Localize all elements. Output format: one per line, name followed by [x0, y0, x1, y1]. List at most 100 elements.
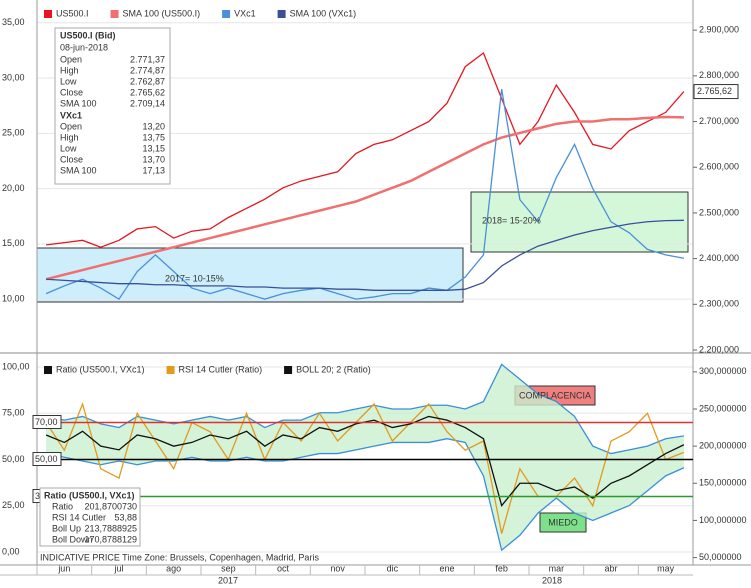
x-tick-label: feb [495, 563, 508, 573]
info-label: RSI 14 Cutler [52, 512, 106, 522]
info-label: Low [60, 143, 77, 153]
series-line [45, 88, 685, 301]
info-value: 2.709,14 [130, 98, 165, 108]
legend-icon [44, 366, 52, 374]
info-label: Open [60, 121, 82, 131]
legend-entry: SMA 100 (US500.I) [123, 8, 201, 18]
y-tick-label: 75,00 [2, 408, 25, 418]
legend-entry: RSI 14 Cutler (Ratio) [179, 364, 263, 374]
series-line [45, 438, 685, 552]
info-label: Close [60, 87, 83, 97]
x-tick-label: nov [330, 563, 345, 573]
info-value: 170,8788129 [84, 534, 137, 544]
annotation: 2017= 10-15% [165, 273, 224, 283]
y2-tick-label: 200,000000 [699, 441, 747, 451]
series-line [45, 363, 684, 455]
reference-label-box [32, 452, 62, 467]
info-value: 2.765,62 [130, 87, 165, 97]
info-label: Boll Down [52, 534, 93, 544]
x-tick-label: sep [221, 563, 236, 573]
y2-tick-label: 2.200,000 [699, 344, 739, 354]
legend-icon [110, 10, 119, 18]
series-line [46, 51, 685, 248]
info-value: 53,88 [114, 512, 137, 522]
info-value: 13,70 [142, 154, 165, 164]
series-line [45, 401, 685, 534]
info-title: Ratio (US500.I, VXc1) [44, 490, 135, 500]
x-tick-label: ago [166, 563, 181, 573]
legend-entry: US500.I [56, 8, 89, 18]
y-tick-label: 50,00 [2, 454, 25, 464]
x-tick-label: mar [549, 563, 565, 573]
annotation: MIEDO [548, 517, 578, 527]
info-label: Low [60, 76, 77, 86]
series-line [46, 219, 684, 291]
info-date: 08-jun-2018 [60, 42, 108, 52]
x-tick-label: oct [277, 563, 290, 573]
info-label: Ratio [52, 501, 73, 511]
year-label: 2017 [218, 575, 238, 585]
annotation: COMPLACENCIA [519, 390, 591, 400]
reference-label-box [32, 415, 62, 430]
year-label: 2018 [542, 575, 562, 585]
y-tick-label: 15,00 [2, 238, 25, 248]
info-title: VXc1 [60, 110, 82, 120]
y2-tick-label: 150,000000 [699, 478, 747, 488]
y2-tick-label: 300,000000 [699, 366, 747, 376]
legend-entry: BOLL 20; 2 (Ratio) [296, 364, 371, 374]
info-label: Close [60, 154, 83, 164]
info-value: 213,7888925 [84, 523, 137, 533]
info-value: 17,13 [142, 165, 165, 175]
info-label: SMA 100 [60, 165, 97, 175]
bollinger-fill [46, 364, 684, 551]
legend-icon [284, 366, 293, 374]
y2-tick-label: 2.600,000 [699, 162, 739, 172]
last-price-label: 2.765,62 [697, 86, 732, 96]
legend-icon [44, 10, 52, 18]
y2-tick-label: 2.400,000 [699, 253, 739, 263]
miedo-box [539, 512, 587, 533]
reference-label: 70,00 [35, 417, 58, 427]
y-tick-label: 30,00 [2, 72, 25, 82]
info-box [54, 27, 171, 185]
y-tick-label: 10,00 [2, 294, 25, 304]
y2-tick-label: 2.500,000 [699, 207, 739, 217]
legend-icon [277, 10, 286, 18]
legend-icon [222, 10, 231, 18]
x-tick-label: abr [604, 563, 617, 573]
legend-entry: Ratio (US500.I, VXc1) [56, 364, 145, 374]
y2-tick-label: 100,000000 [699, 515, 747, 525]
x-tick-label: dic [387, 563, 399, 573]
info-value: 2.771,37 [130, 54, 165, 64]
info-label: High [60, 132, 79, 142]
info-label: SMA 100 [60, 98, 97, 108]
y-tick-label: 25,00 [2, 500, 25, 510]
annotation: 2018= 15-20% [482, 215, 541, 225]
info-value: 13,15 [142, 143, 165, 153]
y-tick-label: 35,00 [2, 17, 25, 27]
info-box [39, 487, 141, 547]
y2-tick-label: 50,000000 [699, 552, 742, 562]
y-tick-label: 20,00 [2, 183, 25, 193]
info-label: High [60, 65, 79, 75]
footer: INDICATIVE PRICE Time Zone: Brussels, Co… [40, 552, 319, 562]
x-tick-label: jul [113, 563, 123, 573]
y2-tick-label: 2.300,000 [699, 299, 739, 309]
y-tick-label: 25,00 [2, 128, 25, 138]
y2-tick-label: 2.800,000 [699, 70, 739, 80]
x-tick-label: ene [439, 563, 454, 573]
x-tick-label: may [657, 563, 675, 573]
info-label: Open [60, 54, 82, 64]
y-tick-label: 0,00 [2, 546, 20, 556]
y-tick-label: 100,00 [2, 361, 30, 371]
y2-tick-label: 2.900,000 [699, 25, 739, 35]
info-title: US500.I (Bid) [60, 30, 116, 40]
legend-entry: VXc1 [234, 8, 256, 18]
info-label: Boll Up [52, 523, 81, 533]
reference-label: 50,00 [35, 454, 58, 464]
series-line [45, 115, 684, 281]
info-value: 13,20 [142, 121, 165, 131]
y2-tick-label: 2.700,000 [699, 116, 739, 126]
y2-tick-label: 250,000000 [699, 403, 747, 413]
